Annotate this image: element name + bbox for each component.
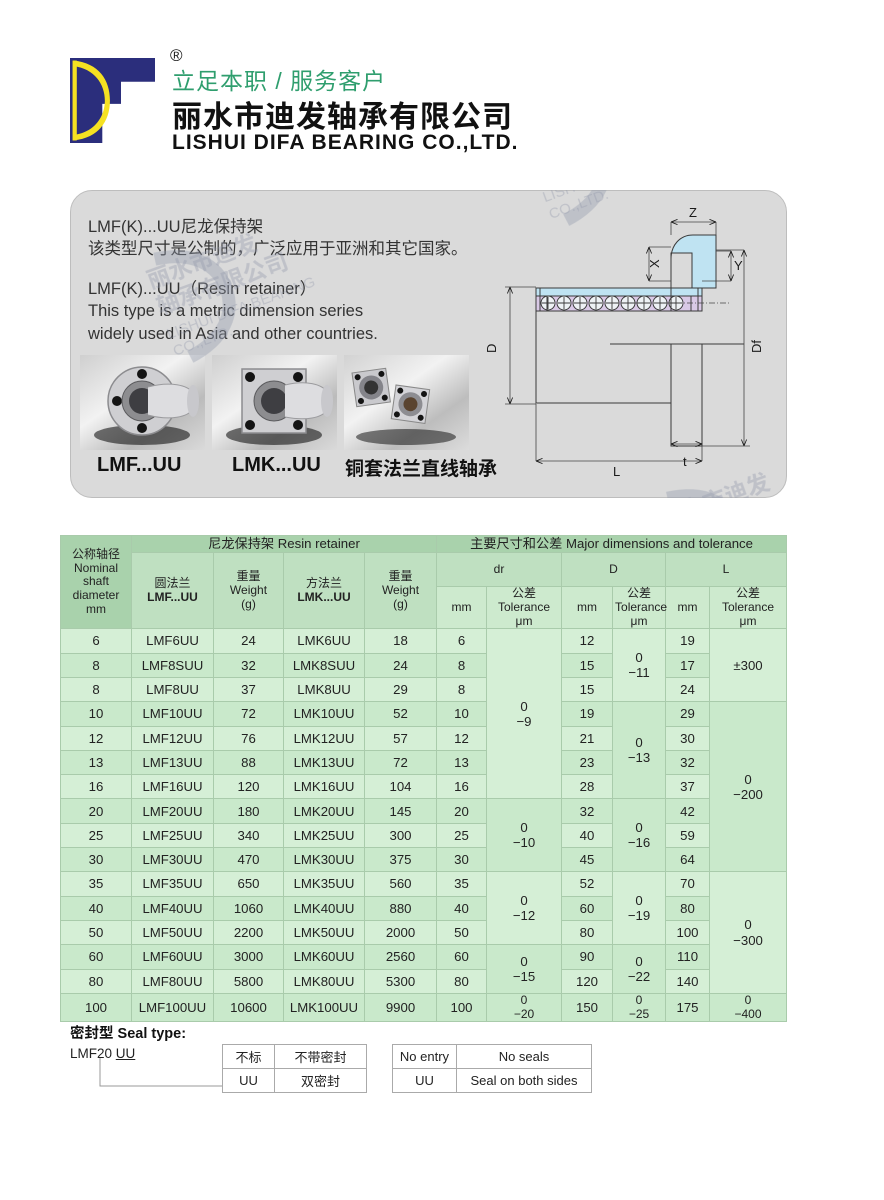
svg-text:Y: Y	[734, 258, 743, 273]
svg-text:D: D	[484, 344, 499, 353]
svg-text:L: L	[613, 464, 620, 479]
svg-text:X: X	[647, 259, 662, 268]
svg-text:Z: Z	[689, 205, 697, 220]
svg-text:t: t	[683, 454, 687, 469]
svg-text:Df: Df	[749, 340, 764, 353]
